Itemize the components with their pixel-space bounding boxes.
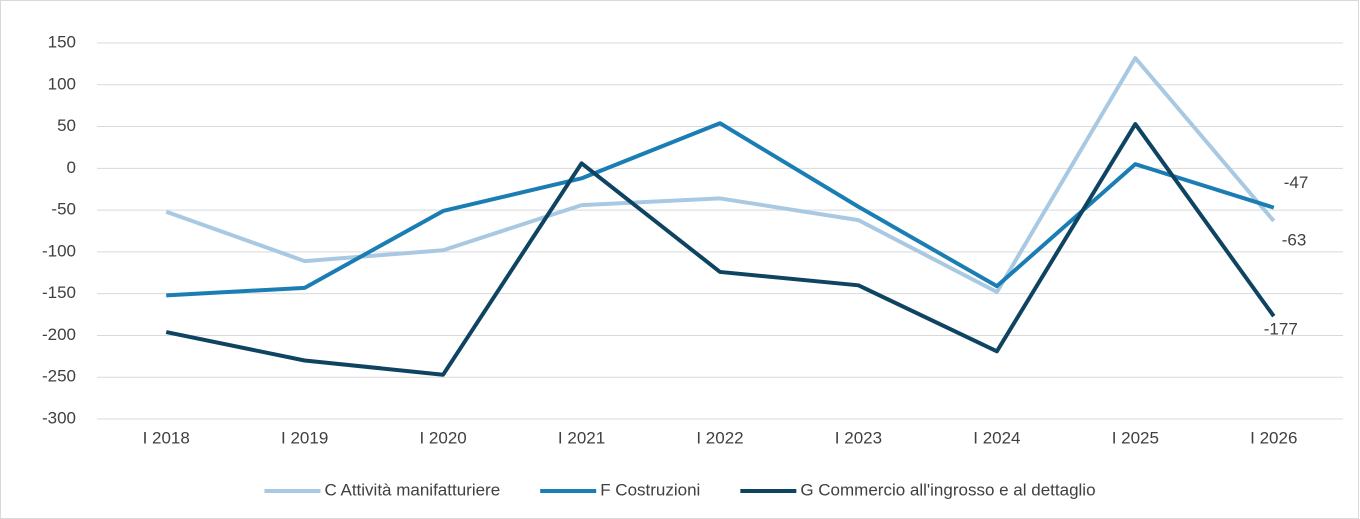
data-label: -47 xyxy=(1284,173,1309,192)
x-tick-label: I 2020 xyxy=(419,428,466,447)
y-tick-label: -300 xyxy=(42,408,76,427)
series-line xyxy=(166,121,1275,298)
x-tick-label: I 2023 xyxy=(835,428,882,447)
data-label: -177 xyxy=(1264,320,1298,339)
series-line xyxy=(165,122,1276,377)
y-tick-label: -250 xyxy=(42,367,76,386)
y-tick-label: 100 xyxy=(48,74,76,93)
y-tick-label: 0 xyxy=(67,158,76,177)
y-tick-label: -200 xyxy=(42,325,76,344)
x-tick-label: I 2024 xyxy=(973,428,1020,447)
legend-label: F Costruzioni xyxy=(600,480,700,499)
y-tick-label: -150 xyxy=(42,283,76,302)
y-tick-label: 150 xyxy=(48,32,76,51)
legend-label: C Attività manifatturiere xyxy=(324,480,500,499)
y-tick-label: 50 xyxy=(57,116,76,135)
y-tick-label: -50 xyxy=(51,200,76,219)
data-label: -63 xyxy=(1282,230,1307,249)
legend-label: G Commercio all'ingrosso e al dettaglio xyxy=(800,480,1095,499)
x-tick-label: I 2022 xyxy=(696,428,743,447)
x-tick-label: I 2019 xyxy=(281,428,328,447)
x-tick-label: I 2026 xyxy=(1250,428,1297,447)
x-tick-label: I 2021 xyxy=(558,428,605,447)
y-tick-label: -100 xyxy=(42,241,76,260)
x-tick-label: I 2018 xyxy=(143,428,190,447)
x-tick-label: I 2025 xyxy=(1112,428,1159,447)
series-line xyxy=(165,56,1276,294)
